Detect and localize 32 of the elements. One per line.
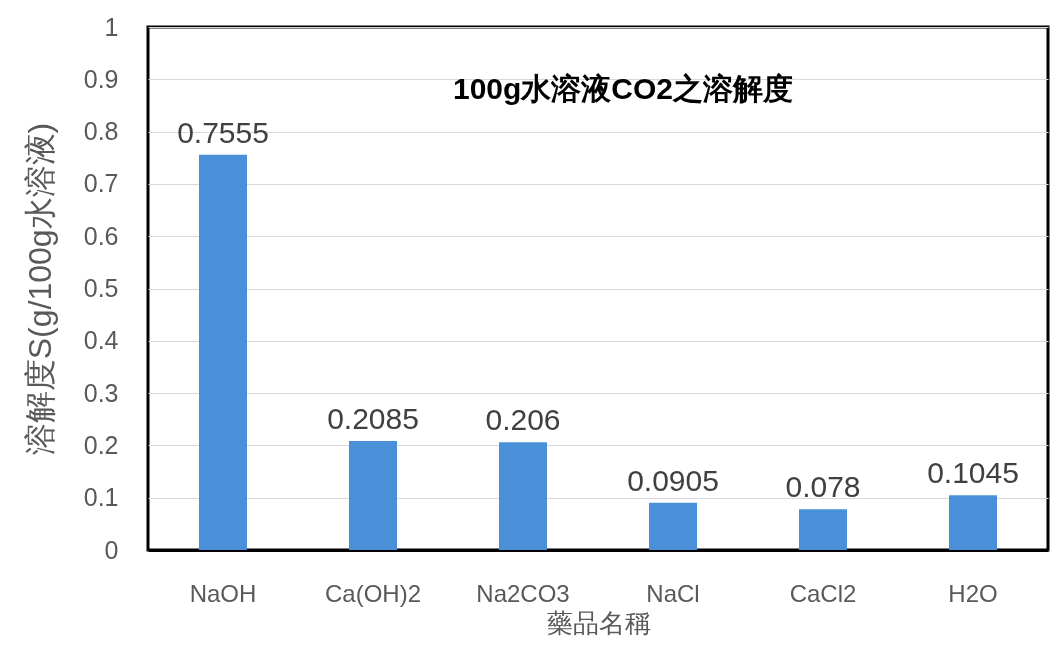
data-label: 0.1045 (927, 456, 1019, 490)
y-axis-title: 溶解度S(g/100g水溶液) (21, 122, 58, 456)
x-tick-label: Na2CO3 (476, 579, 570, 607)
y-tick-label: 0 (104, 535, 119, 564)
y-tick-label: 0.1 (83, 483, 119, 512)
data-label: 0.206 (485, 403, 561, 437)
y-tick-label: 0.8 (83, 117, 119, 146)
text: 100g水溶液CO2之溶解度 (452, 72, 794, 105)
data-label: 0.7555 (177, 115, 269, 149)
y-tick-label: 0.2 (83, 430, 119, 459)
y-tick-label: 0.4 (83, 326, 119, 355)
data-label: 0.078 (785, 470, 861, 504)
x-axis-title: 藥品名稱 (546, 607, 651, 638)
y-tick-label: 1 (104, 12, 119, 41)
y-tick-label: 0.3 (83, 378, 119, 407)
x-tick-label: H2O (948, 579, 998, 607)
x-tick-label: NaCl (646, 579, 700, 607)
bar (949, 495, 997, 550)
y-tick-label: 0.7 (83, 169, 119, 198)
bar (349, 440, 397, 550)
x-tick-label: CaCl2 (789, 579, 857, 607)
y-tick-label: 0.5 (83, 274, 119, 302)
x-tick-label: Ca(OH)2 (324, 579, 422, 607)
bar (499, 442, 547, 550)
bar (649, 502, 697, 550)
data-label: 0.0905 (627, 463, 719, 497)
x-tick-label: NaOH (189, 579, 257, 607)
data-label: 0.2085 (327, 401, 419, 435)
y-tick-label: 0.6 (83, 221, 119, 250)
bar (799, 509, 847, 550)
y-tick-label: 0.9 (83, 64, 119, 93)
bar (199, 154, 247, 550)
